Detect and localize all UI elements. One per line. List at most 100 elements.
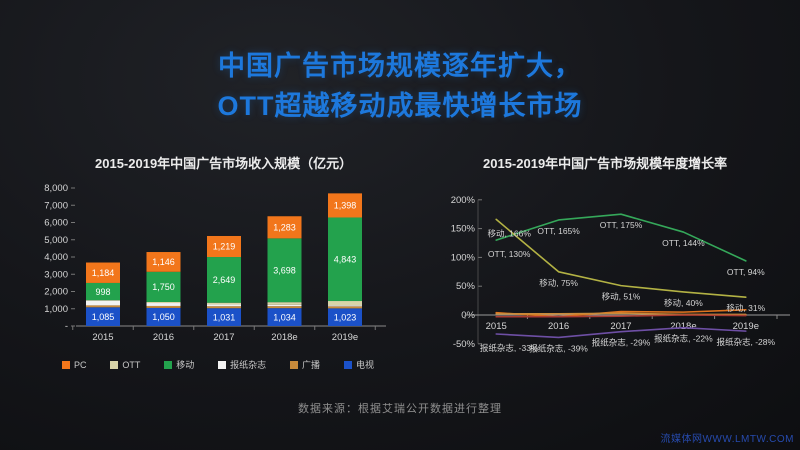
y-axis-tick-label: 1,000	[44, 304, 68, 315]
bar-value-label: 1,283	[273, 223, 296, 233]
bar-chart-legend: PC OTT 移动 报纸杂志 广播 电视	[62, 358, 374, 371]
y-axis-tick-label: 200%	[451, 195, 476, 206]
y-axis-tick-label: 8,000	[44, 183, 68, 194]
bar-segment-电视	[207, 308, 241, 326]
bar-segment-OTT	[328, 301, 362, 306]
bar-value-label: 998	[95, 287, 110, 297]
x-axis-category-label: 2019e	[733, 321, 759, 332]
bar-segment-广播	[267, 306, 302, 309]
y-axis-tick-label: 6,000	[44, 218, 68, 229]
bar-segment-PC	[86, 262, 120, 283]
bar-value-label: 1,050	[152, 312, 175, 322]
line-series-OTT	[495, 213, 747, 262]
x-axis-category-label: 2016	[548, 321, 569, 332]
legend-item-电视: 电视	[343, 358, 374, 371]
y-axis-tick-label: 7,000	[44, 200, 68, 211]
slide-title-line-2: OTT超越移动成最快增长市场	[217, 91, 583, 121]
legend-label: OTT	[122, 359, 141, 370]
point-label-移动: 移动, 166%	[487, 228, 531, 238]
bar-segment-报纸杂志	[86, 300, 120, 306]
slide-title-line-1: 中国广告市场规模逐年扩大，	[218, 51, 582, 81]
y-axis-tick-label: 100%	[451, 252, 476, 263]
y-axis-tick-label: -50%	[453, 339, 476, 350]
bar-segment-OTT	[86, 300, 120, 301]
bar-segment-报纸杂志	[146, 303, 181, 306]
point-label-OTT: OTT, 175%	[600, 220, 643, 230]
bar-value-label: 1,085	[92, 312, 115, 322]
point-label-报纸杂志: 报纸杂志, -33%	[480, 343, 539, 353]
bar-segment-OTT	[146, 301, 181, 304]
bar-segment-PC	[207, 235, 241, 258]
legend-swatch-icon	[110, 360, 119, 369]
legend-swatch-icon	[62, 360, 70, 369]
x-axis-category-label: 2019e	[332, 332, 358, 343]
y-axis-tick-label: 50%	[456, 281, 476, 292]
bar-segment-PC	[267, 216, 302, 239]
bar-segment-移动	[207, 257, 241, 303]
point-label-OTT: OTT, 144%	[662, 238, 705, 248]
point-label-OTT: OTT, 165%	[537, 226, 580, 236]
legend-swatch-icon	[290, 360, 299, 369]
bar-segment-移动	[86, 282, 120, 301]
line-chart-title: 2015-2019年中国广告市场规模年度增长率	[483, 156, 728, 171]
y-axis-tick-label: 4,000	[44, 252, 68, 263]
bar-segment-OTT	[207, 302, 241, 305]
point-label-报纸杂志: 报纸杂志, -39%	[529, 343, 588, 353]
bar-value-label: 1,750	[152, 282, 175, 292]
bar-segment-广播	[146, 305, 181, 308]
bar-value-label: 3,698	[273, 265, 296, 275]
x-axis-category-label: 2017	[213, 332, 234, 343]
bar-segment-广播	[328, 306, 362, 309]
bar-segment-移动	[146, 271, 181, 302]
bar-segment-电视	[146, 307, 181, 326]
line-series-移动	[495, 218, 747, 298]
point-label-OTT: OTT, 130%	[488, 249, 531, 259]
point-label-报纸杂志: 报纸杂志, -29%	[592, 338, 651, 348]
point-label-移动: 移动, 31%	[726, 303, 765, 313]
watermark: 流媒体网WWW.LMTW.COM	[660, 434, 794, 445]
bar-chart-title: 2015-2019年中国广告市场收入规模（亿元）	[95, 156, 353, 171]
slide-title: 中国广告市场规模逐年扩大， OTT超越移动成最快增长市场	[0, 46, 800, 126]
legend-item-广播: 广播	[290, 358, 320, 371]
bar-segment-OTT	[267, 302, 302, 305]
bar-value-label: 1,184	[92, 268, 115, 278]
bar-segment-电视	[328, 308, 362, 326]
line-series-电视	[495, 314, 747, 318]
bar-segment-PC	[328, 193, 362, 218]
bar-value-label: 1,398	[334, 201, 357, 211]
line-series-广播	[495, 312, 747, 316]
legend-item-OTT: OTT	[110, 360, 140, 370]
x-axis-category-label: 2015	[486, 321, 507, 332]
legend-item-PC: PC	[62, 360, 87, 370]
stacked-bar-chart: 8,000 7,000 6,000 5,000 4,000 3,000 2,000 1,000…	[44, 183, 386, 343]
x-axis-category-label: 2018e	[271, 332, 297, 343]
line-series-PC	[495, 309, 747, 318]
bar-segment-广播	[86, 305, 120, 308]
legend-item-报纸杂志: 报纸杂志	[218, 358, 266, 371]
point-label-移动: 移动, 51%	[602, 292, 641, 302]
growth-line-chart: 200%150%100%50%0%-50%2015 2016 2017 2018e 20…	[451, 195, 790, 353]
bar-segment-电视	[86, 307, 120, 326]
bar-segment-广播	[207, 306, 241, 309]
point-label-报纸杂志: 报纸杂志, -28%	[717, 337, 776, 347]
point-label-移动: 移动, 40%	[664, 298, 703, 308]
legend-label: 电视	[355, 360, 374, 370]
legend-label: 广播	[302, 360, 321, 370]
x-axis-category-label: 2015	[92, 332, 113, 343]
bar-segment-报纸杂志	[328, 305, 362, 307]
x-axis-category-label: 2017	[610, 321, 631, 332]
line-series-报纸杂志	[495, 326, 747, 339]
bar-segment-PC	[146, 252, 181, 272]
legend-label: PC	[74, 359, 87, 370]
y-axis-tick-label: 150%	[451, 224, 476, 235]
bar-value-label: 1,219	[213, 242, 236, 252]
bar-segment-报纸杂志	[207, 304, 241, 307]
legend-swatch-icon	[343, 360, 352, 369]
bar-value-label: 1,034	[273, 312, 296, 322]
data-source-note: 数据来源：根据艾瑞公开数据进行整理	[298, 403, 502, 415]
legend-swatch-icon	[164, 360, 173, 369]
bar-value-label: 2,649	[213, 275, 236, 285]
bar-segment-移动	[267, 238, 302, 303]
bar-segment-电视	[267, 308, 302, 326]
